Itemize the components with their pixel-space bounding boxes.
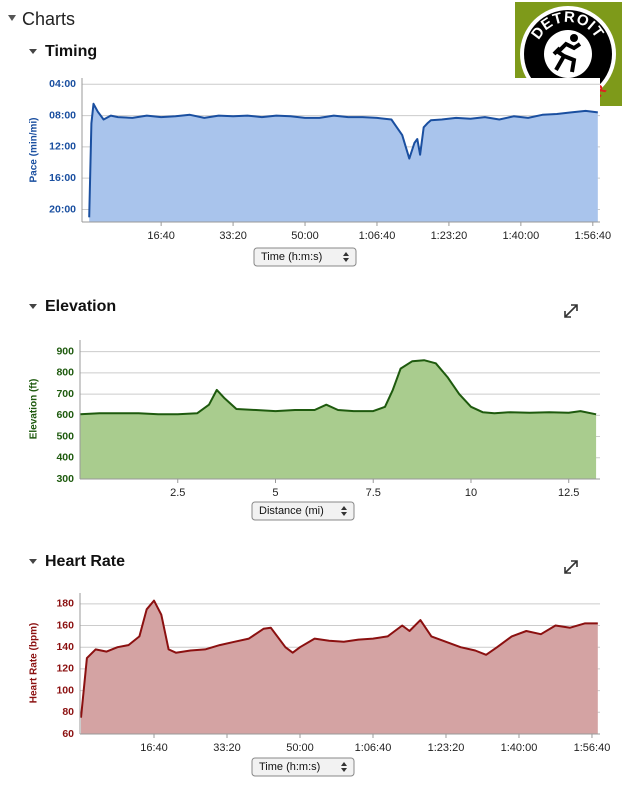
- y-axis-label: Heart Rate (bpm): [29, 623, 40, 704]
- dropdown-box[interactable]: [253, 247, 357, 267]
- x-tick-label: 5: [272, 487, 278, 499]
- x-tick-label: 1:06:40: [355, 742, 392, 754]
- x-tick-label: 50:00: [286, 742, 314, 754]
- x-tick-label: 1:40:00: [501, 742, 538, 754]
- dropdown-arrows[interactable]: [341, 506, 347, 516]
- x-tick-label: 50:00: [291, 230, 319, 242]
- x-tick-label: 7.5: [366, 487, 381, 499]
- x-tick-label: 16:40: [147, 230, 175, 242]
- x-tick-label: 1:23:20: [428, 742, 465, 754]
- y-tick-label: 600: [56, 409, 74, 421]
- x-tick-label: 1:06:40: [359, 230, 396, 242]
- area: [80, 360, 597, 479]
- area: [89, 103, 598, 222]
- dropdown-label[interactable]: Time (h:m:s): [259, 761, 320, 773]
- x-axis-dropdown[interactable]: Time (h:m:s): [253, 247, 357, 267]
- dropdown-arrows[interactable]: [343, 252, 349, 262]
- x-axis-dropdown[interactable]: Distance (mi): [251, 501, 355, 521]
- collapse-arrow[interactable]: [29, 559, 37, 564]
- x-tick-label: 33:20: [213, 742, 241, 754]
- dropdown-box[interactable]: [251, 501, 355, 521]
- y-tick-label: 16:00: [49, 172, 76, 184]
- y-tick-label: 900: [56, 345, 74, 357]
- x-tick-label: 33:20: [219, 230, 247, 242]
- dropdown-box[interactable]: [251, 757, 355, 777]
- y-axis-label: Pace (min/mi): [29, 117, 40, 182]
- y-tick-label: 500: [56, 430, 74, 442]
- dropdown-label[interactable]: Distance (mi): [259, 505, 324, 517]
- x-tick-label: 2.5: [170, 487, 185, 499]
- logo-head: [570, 34, 578, 42]
- x-tick-label: 1:56:40: [574, 230, 611, 242]
- expand-glyph[interactable]: [564, 560, 578, 574]
- y-tick-label: 80: [62, 706, 74, 718]
- chart-title: Timing: [45, 43, 97, 60]
- expand-glyph[interactable]: [564, 304, 578, 318]
- y-tick-label: 60: [62, 728, 74, 740]
- collapse-arrow[interactable]: [29, 304, 37, 309]
- logo-runner: [552, 41, 582, 73]
- x-axis-dropdown[interactable]: Time (h:m:s): [251, 757, 355, 777]
- section-title: Charts: [22, 9, 75, 29]
- x-tick-label: 16:40: [140, 742, 168, 754]
- y-tick-label: 180: [56, 598, 74, 610]
- expand-icon[interactable]: [564, 560, 578, 574]
- y-tick-label: 120: [56, 663, 74, 675]
- collapse-arrow[interactable]: [29, 49, 37, 54]
- y-tick-label: 100: [56, 684, 74, 696]
- y-tick-label: 800: [56, 367, 74, 379]
- dropdown-label[interactable]: Time (h:m:s): [261, 251, 322, 263]
- line: [80, 599, 598, 718]
- y-tick-label: 08:00: [49, 109, 76, 121]
- y-tick-label: 400: [56, 452, 74, 464]
- y-tick-label: 20:00: [49, 203, 76, 215]
- x-tick-label: 12.5: [558, 487, 579, 499]
- chart-title: Heart Rate: [45, 553, 125, 570]
- x-tick-label: 1:40:00: [503, 230, 540, 242]
- line: [88, 102, 598, 218]
- line: [79, 359, 597, 416]
- x-tick-label: 1:56:40: [574, 742, 611, 754]
- y-tick-label: 700: [56, 388, 74, 400]
- y-tick-label: 140: [56, 641, 74, 653]
- y-axis-label: Elevation (ft): [29, 379, 40, 440]
- x-tick-label: 1:23:20: [431, 230, 468, 242]
- x-tick-label: 10: [465, 487, 477, 499]
- y-tick-label: 04:00: [49, 78, 76, 90]
- chart-title: Elevation: [45, 298, 116, 315]
- y-tick-label: 12:00: [49, 141, 76, 153]
- area: [81, 600, 598, 734]
- expand-icon[interactable]: [564, 304, 578, 318]
- dropdown-arrows[interactable]: [341, 762, 347, 772]
- logo-center: [544, 30, 592, 78]
- y-tick-label: 160: [56, 619, 74, 631]
- y-tick-label: 300: [56, 473, 74, 485]
- collapse-arrow[interactable]: [8, 15, 16, 21]
